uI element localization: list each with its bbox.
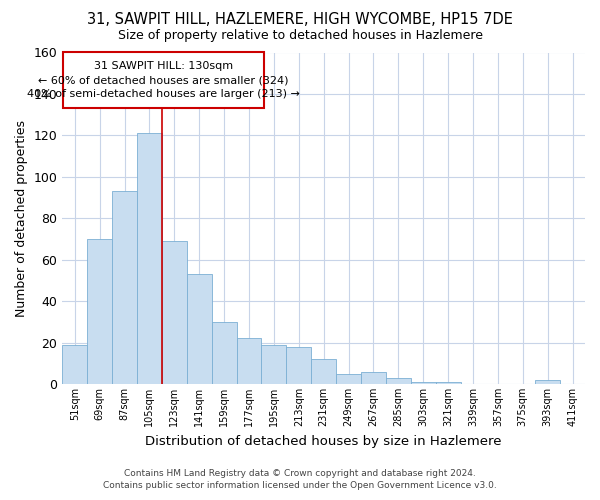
Bar	[286, 346, 311, 384]
X-axis label: Distribution of detached houses by size in Hazlemere: Distribution of detached houses by size …	[145, 434, 502, 448]
Bar	[436, 382, 461, 384]
Bar	[311, 359, 336, 384]
Bar	[137, 134, 162, 384]
Bar	[236, 338, 262, 384]
Bar	[336, 374, 361, 384]
Bar	[361, 372, 386, 384]
Bar	[386, 378, 411, 384]
Bar	[62, 344, 87, 384]
Bar	[212, 322, 236, 384]
Bar	[112, 192, 137, 384]
Bar	[262, 344, 286, 384]
Bar	[187, 274, 212, 384]
Y-axis label: Number of detached properties: Number of detached properties	[15, 120, 28, 317]
Text: 31, SAWPIT HILL, HAZLEMERE, HIGH WYCOMBE, HP15 7DE: 31, SAWPIT HILL, HAZLEMERE, HIGH WYCOMBE…	[87, 12, 513, 28]
Text: Size of property relative to detached houses in Hazlemere: Size of property relative to detached ho…	[118, 29, 482, 42]
Bar	[87, 239, 112, 384]
Bar	[411, 382, 436, 384]
Bar	[162, 241, 187, 384]
Text: Contains HM Land Registry data © Crown copyright and database right 2024.
Contai: Contains HM Land Registry data © Crown c…	[103, 468, 497, 490]
Bar	[535, 380, 560, 384]
Text: 31 SAWPIT HILL: 130sqm
← 60% of detached houses are smaller (324)
40% of semi-de: 31 SAWPIT HILL: 130sqm ← 60% of detached…	[27, 62, 300, 100]
FancyBboxPatch shape	[63, 52, 264, 108]
